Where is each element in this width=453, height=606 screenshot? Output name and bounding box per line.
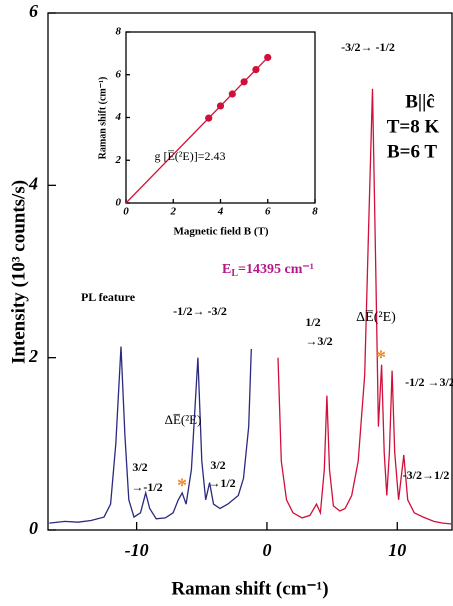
y-tick-label: 0 [116, 197, 122, 209]
x-tick-label: 10 [388, 540, 406, 560]
y-axis-title: Intensity (10³ counts/s) [8, 180, 29, 364]
main-plot: -10 0 10 0 2 4 6 Raman shift (cm⁻¹) Intensity (1… [8, 1, 453, 599]
laser-label-part: =14395 cm⁻¹ [238, 262, 314, 277]
annotation: -3/2→1/2 [403, 468, 450, 482]
y-tick-label: 2 [28, 346, 38, 366]
annotation: -1/2 →3/2 [405, 375, 453, 389]
annotation: * [376, 347, 386, 369]
data-point [252, 66, 260, 74]
x-axis-title: Magnetic field B (T) [173, 226, 268, 238]
annotation: ΔE̅(²E) [356, 310, 396, 325]
annotation: * [177, 475, 187, 497]
y-tick-label: 8 [116, 26, 122, 38]
laser-label-part: E [222, 262, 231, 277]
inset: 0 2 4 6 8 0 2 4 6 8 Magnetic field B (T) Raman shif… [97, 26, 318, 238]
annotation: g [E̅(²E)]=2.43 [154, 149, 225, 163]
data-point [228, 90, 236, 98]
x-tick-label: 2 [170, 206, 177, 218]
annotation: →1/2 [208, 476, 235, 490]
y-tick-label: 4 [28, 173, 38, 193]
series-line [49, 346, 252, 524]
y-tick-label: 6 [29, 1, 38, 21]
x-tick-label: -10 [125, 540, 149, 560]
data-point [216, 102, 225, 110]
x-tick-label: 0 [123, 206, 129, 218]
x-tick-label: 8 [312, 206, 318, 218]
annotation: -3/2→ -1/2 [341, 40, 395, 54]
annotation: PL feature [81, 290, 136, 304]
x-tick-label: 6 [265, 206, 271, 218]
annotation: 1/2 [305, 315, 320, 329]
series-line [277, 88, 453, 525]
annotation: →-1/2 [131, 480, 162, 494]
y-tick-label: 4 [115, 111, 122, 123]
annotation: 3/2 [210, 458, 225, 472]
annotation: B||ĉ [405, 91, 434, 112]
x-tick-label: 4 [217, 206, 224, 218]
laser-label: EL=14395 cm⁻¹ [222, 262, 314, 279]
data-point [240, 78, 248, 86]
x-axis-title: Raman shift (cm⁻¹) [171, 578, 328, 599]
x-tick-label: 0 [262, 540, 271, 560]
annotation: T=8 K [387, 116, 440, 137]
y-tick-label: 0 [29, 518, 38, 538]
annotation: B=6 T [387, 141, 437, 162]
plot-frame [125, 31, 316, 204]
annotation: →3/2 [305, 334, 332, 348]
laser-label-sub: L [231, 268, 238, 279]
annotation: -1/2→ -3/2 [173, 304, 227, 318]
annotation: 3/2 [132, 460, 147, 474]
annotation: ΔE̅(²E) [165, 412, 202, 427]
y-tick-label: 2 [115, 154, 122, 166]
data-point [205, 114, 213, 122]
y-tick-label: 6 [116, 68, 122, 80]
y-axis-title: Raman shift (cm⁻¹) [97, 77, 108, 160]
data-point [264, 53, 272, 62]
